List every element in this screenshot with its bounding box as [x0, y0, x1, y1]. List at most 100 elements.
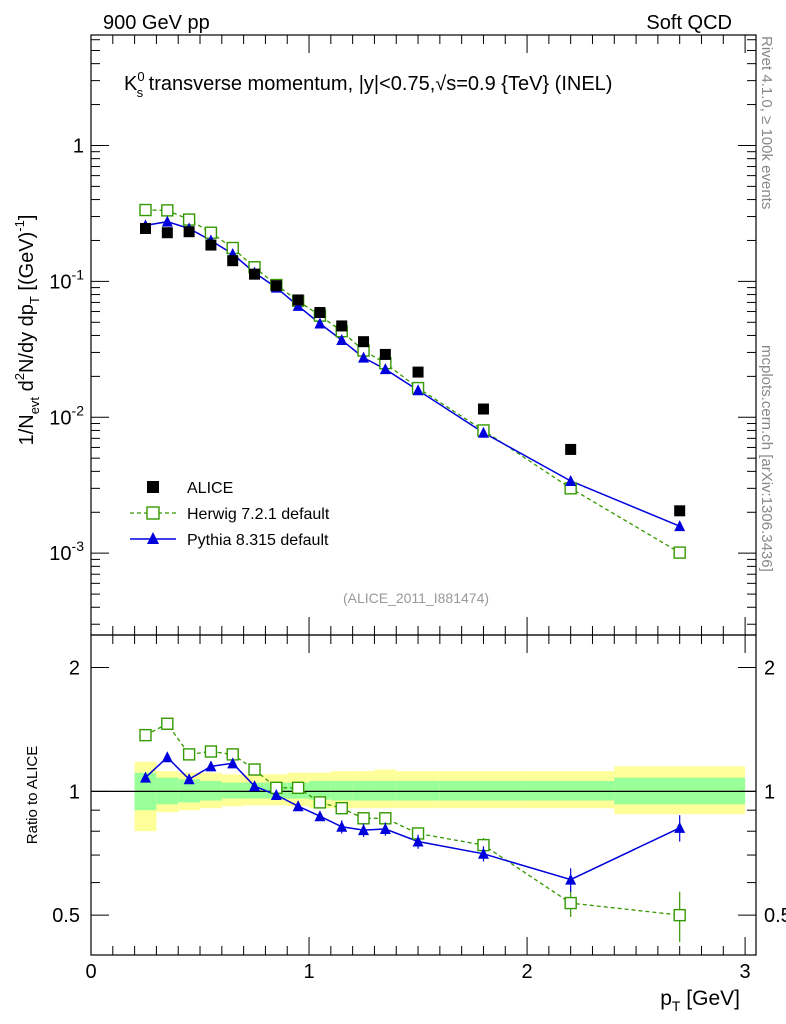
herwig-point	[139, 203, 152, 217]
ratio-herwig-point	[673, 908, 686, 922]
ratio-pythia-point	[477, 847, 489, 859]
main-y-tick-label: 10-1	[49, 266, 84, 293]
ratio-pythia-point	[140, 771, 152, 783]
title-sqrt: √s	[435, 73, 456, 95]
pythia-point	[336, 334, 348, 346]
ratio-pythia-point	[336, 820, 348, 832]
main-y-tick-label: 1	[73, 135, 84, 157]
alice-point	[379, 348, 391, 360]
ratio-y-tick-label-right: 2	[764, 658, 775, 680]
legend-data-marker	[147, 481, 159, 493]
pythia-point	[358, 351, 370, 363]
ratio-herwig-point	[161, 717, 174, 730]
pythia-point	[314, 317, 326, 329]
ratio-pythia-point	[270, 788, 282, 800]
ylabel-part-5: ]	[16, 215, 38, 221]
ratio-herwig-point	[291, 781, 305, 795]
header-right: Soft QCD	[646, 12, 732, 34]
ratio-herwig-point	[204, 745, 218, 758]
x-tick-label: 3	[740, 961, 751, 983]
ylabel-part-1: 1/N	[16, 414, 38, 445]
ylabel-part-4: [(GeV)	[16, 232, 38, 296]
analysis-id: (ALICE_2011_I881474)	[343, 590, 489, 606]
ratio-herwig-point	[313, 796, 327, 809]
pythia-point	[565, 474, 577, 486]
ratio-y-tick-label-right: 1	[764, 781, 775, 803]
ratio-pythia-point	[379, 822, 391, 834]
ratio-band-inner	[309, 780, 331, 800]
pythia-point	[674, 520, 686, 532]
ratio-herwig-point	[357, 812, 370, 825]
ratio-pythia-point	[412, 835, 424, 847]
y-axis-label-main: 1/Nevt d2N/dy dpT [(GeV)-1]	[12, 215, 42, 446]
alice-point	[565, 443, 577, 455]
herwig-line	[145, 209, 681, 554]
alice-point	[292, 294, 304, 306]
legend-herwig-marker	[146, 506, 160, 520]
alice-point	[140, 222, 152, 234]
mcplots-label: mcplots.cern.ch [arXiv:1306.3436]	[758, 345, 775, 572]
alice-point	[161, 227, 173, 239]
ratio-herwig-point	[248, 763, 261, 776]
title-sub: s	[137, 85, 144, 100]
plot-title: K0 s transverse momentum, |y|<0.75,√s=0.9…	[124, 69, 612, 100]
legend: ALICE Herwig 7.2.1 default Pythia 8.315 …	[130, 480, 330, 549]
alice-point	[227, 255, 239, 267]
herwig-point	[673, 546, 686, 559]
ratio-panel: 0 1 2 3 0.5 0.5 1 1 2 2	[52, 634, 786, 983]
y-axis-label-ratio: Ratio to ALICE	[24, 746, 41, 844]
alice-point	[674, 505, 686, 517]
alice-point	[249, 268, 261, 280]
ratio-herwig-line	[145, 722, 680, 916]
title-sup: 0	[137, 69, 144, 84]
xlabel-unit: [GeV]	[680, 987, 740, 1010]
alice-point	[270, 280, 282, 292]
alice-point	[205, 239, 217, 251]
header-left: 900 GeV pp	[103, 12, 210, 34]
legend-herwig-label: Herwig 7.2.1 default	[187, 506, 330, 523]
main-y-tick-label: 10-2	[49, 402, 84, 429]
ylabel-part-3: N/dy dp	[16, 304, 38, 373]
x-tick-label: 0	[85, 961, 96, 983]
ratio-herwig-point	[335, 801, 348, 815]
alice-point	[183, 226, 195, 238]
x-tick-label: 2	[522, 961, 533, 983]
title-tail: =0.9 {TeV} (INEL)	[456, 73, 612, 95]
ratio-pythia-point	[292, 800, 304, 812]
ratio-pythia-point	[183, 773, 195, 785]
legend-data-label: ALICE	[187, 480, 233, 497]
legend-pythia-marker	[147, 532, 159, 544]
ratio-herwig-point	[379, 812, 392, 825]
title-prefix: K	[124, 73, 138, 95]
x-tick-label: 1	[303, 961, 314, 983]
ratio-y-tick-label: 0.5	[52, 905, 80, 927]
x-axis-label: pT [GeV]	[660, 987, 740, 1014]
pythia-point	[477, 426, 489, 438]
ratio-herwig-point	[139, 728, 152, 742]
ratio-pythia-point	[314, 810, 326, 822]
ratio-pythia-point	[161, 751, 173, 763]
ratio-pythia-point	[205, 760, 217, 772]
legend-pythia-label: Pythia 8.315 default	[187, 532, 329, 549]
main-panel: 10-3 10-2 10-1 1	[49, 34, 757, 636]
ratio-band-inner	[221, 782, 244, 799]
ylabel-sup-2: -1	[12, 220, 27, 232]
ratio-pythia-line	[144, 756, 681, 881]
title-main: transverse momentum, |y|<0.75,	[143, 73, 435, 95]
xlabel-sub: T	[672, 998, 681, 1014]
alice-point	[412, 366, 424, 378]
herwig-point	[161, 204, 174, 217]
ratio-y-tick-label: 2	[69, 658, 80, 680]
ratio-pythia-point	[358, 824, 370, 836]
alice-point	[336, 320, 348, 332]
pythia-point	[161, 215, 173, 227]
ratio-herwig-point	[564, 896, 577, 910]
alice-point	[314, 307, 326, 319]
ratio-y-tick-label-right: 0.5	[764, 905, 786, 927]
ratio-frame	[90, 634, 757, 956]
pythia-point	[412, 384, 424, 396]
ratio-pythia-point	[565, 873, 577, 885]
xlabel-p: p	[660, 987, 672, 1010]
pythia-line	[145, 220, 680, 527]
